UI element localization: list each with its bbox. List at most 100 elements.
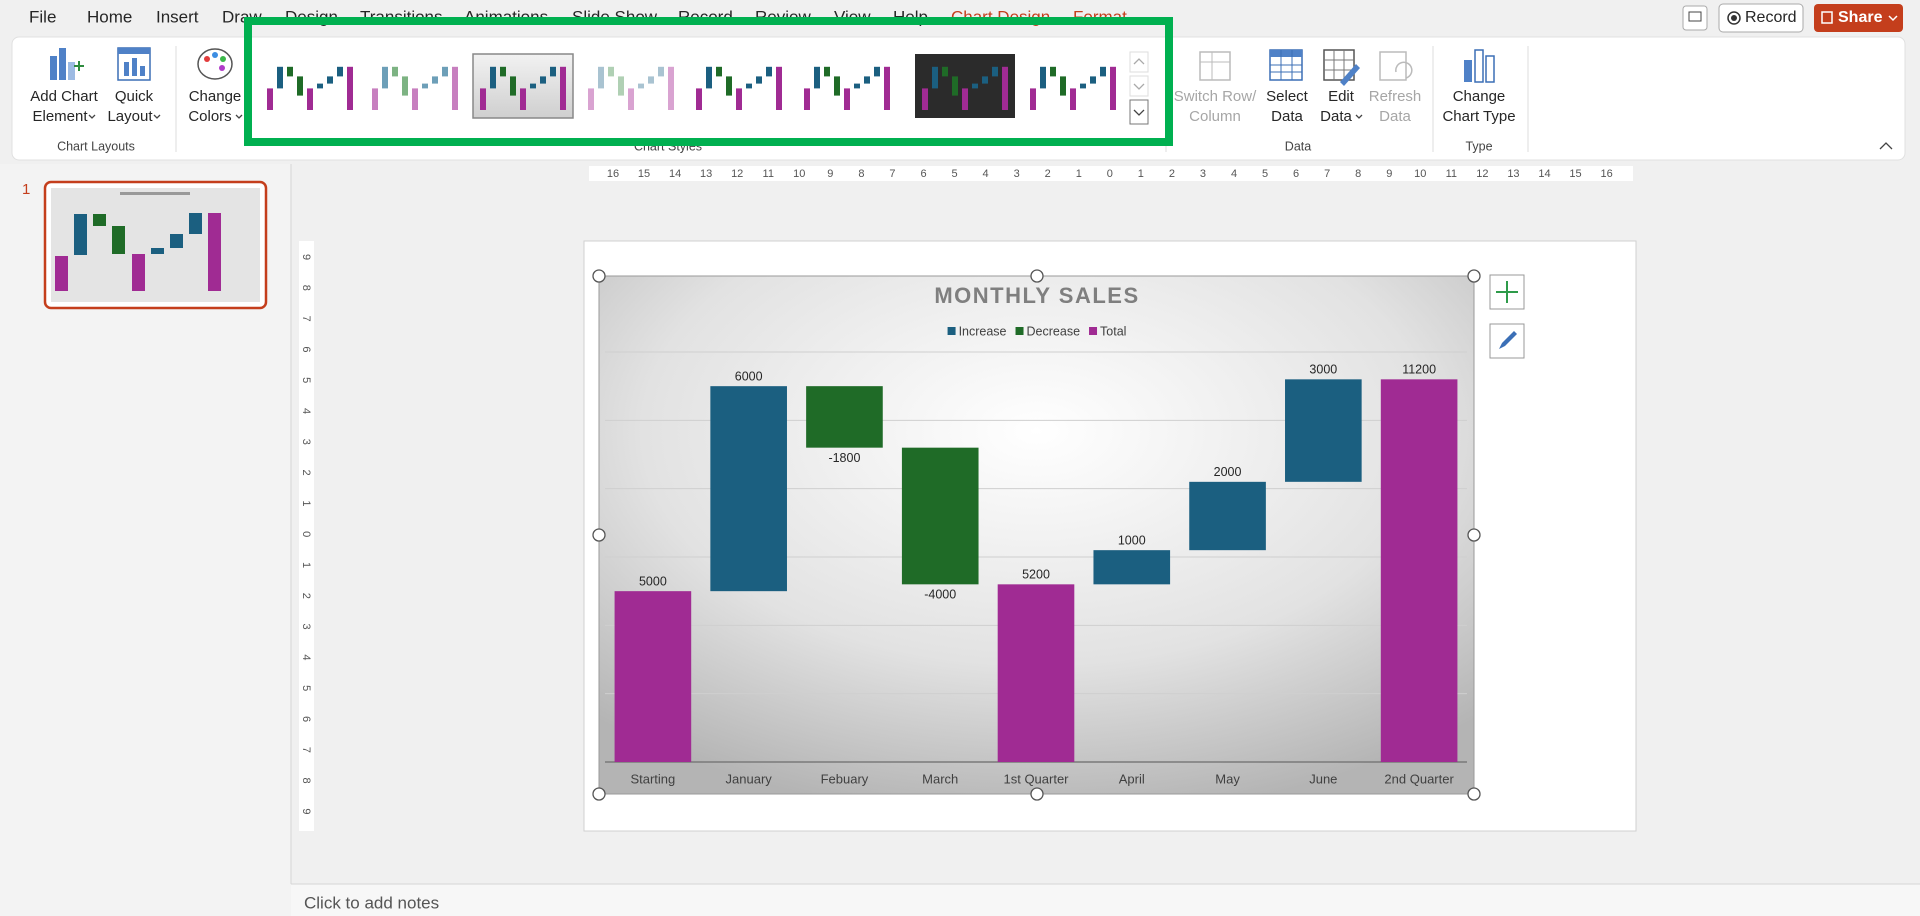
gallery-more[interactable] — [1129, 99, 1149, 125]
comments-button[interactable] — [1682, 5, 1708, 31]
thumbnail-bar — [766, 66, 772, 77]
thumbnail-bar — [382, 66, 388, 89]
resize-handle[interactable] — [592, 269, 606, 283]
ruler-label: 3 — [1200, 168, 1206, 180]
button-label: Select — [1266, 88, 1309, 105]
icon-grid — [1324, 50, 1354, 80]
resize-handle[interactable] — [592, 787, 606, 801]
legend-label: Total — [1100, 324, 1126, 338]
thumbnail-bar — [530, 83, 536, 89]
thumbnail-bar — [1002, 66, 1008, 110]
x-tick-label: June — [1309, 771, 1337, 786]
thumbnail-bar — [874, 66, 880, 77]
ruler-label: 12 — [1476, 168, 1488, 180]
collapse-ribbon[interactable] — [1879, 142, 1893, 150]
style-thumbnail[interactable] — [797, 54, 897, 118]
share-button[interactable] — [1814, 4, 1903, 32]
group-label: Chart Layouts — [57, 139, 135, 153]
ruler-label: 3 — [300, 439, 312, 445]
resize-handle[interactable] — [592, 528, 606, 542]
data-label: 1000 — [1118, 533, 1146, 547]
menu-tab[interactable]: Home — [87, 7, 132, 26]
thumbnail-bar — [854, 83, 860, 89]
notes-placeholder[interactable]: Click to add notes — [304, 893, 439, 912]
style-thumbnail[interactable] — [689, 54, 789, 118]
thumbnail-bar — [668, 66, 674, 110]
thumbnail-bar — [112, 226, 125, 254]
quick-layout-button[interactable]: Quick Layout — [107, 47, 161, 125]
thumbnail-bar — [932, 66, 938, 89]
record-button[interactable] — [1718, 3, 1804, 33]
x-tick-label: 2nd Quarter — [1384, 771, 1454, 786]
icon-bar — [68, 62, 75, 80]
thumbnail-bar — [132, 254, 145, 291]
ruler-label: 4 — [300, 654, 312, 660]
thumbnail-bar — [540, 76, 546, 84]
data-label: 6000 — [735, 369, 763, 383]
edit-data-button[interactable]: Edit Data — [1320, 49, 1363, 125]
data-label: -4000 — [924, 588, 956, 602]
thumbnail-bar — [442, 66, 448, 77]
style-thumbnail[interactable] — [1023, 54, 1123, 118]
gallery-scroll-down[interactable] — [1129, 75, 1149, 97]
thumbnail-bar — [1090, 76, 1096, 84]
bar — [1380, 379, 1458, 762]
icon-bar — [124, 62, 129, 76]
thumbnail-bar — [189, 213, 202, 234]
icon-sheet — [1379, 51, 1407, 81]
ruler-label: 9 — [827, 168, 833, 180]
ruler-label: 4 — [1231, 168, 1237, 180]
thumbnail-bar — [824, 66, 830, 77]
add-chart-element-button[interactable]: Add Chart Element — [30, 48, 99, 125]
bar — [901, 447, 979, 585]
thumbnail-bar — [520, 88, 526, 110]
ruler-label: 3 — [300, 624, 312, 630]
ruler-label: 5 — [951, 168, 957, 180]
resize-handle[interactable] — [1467, 528, 1481, 542]
resize-handle[interactable] — [1030, 787, 1044, 801]
plus-icon — [1496, 281, 1518, 303]
thumbnail-bar — [277, 66, 283, 89]
ruler-label: 12 — [731, 168, 743, 180]
style-thumbnail[interactable] — [365, 54, 465, 118]
style-thumbnail[interactable] — [260, 54, 360, 118]
select-data-button[interactable]: Select Data — [1266, 49, 1309, 125]
brush-icon — [1499, 331, 1517, 349]
ruler-label: 11 — [1446, 168, 1457, 180]
menu-tab[interactable]: Insert — [156, 7, 199, 26]
resize-handle[interactable] — [1467, 269, 1481, 283]
thumbnail-bar — [884, 66, 890, 110]
ruler-label: 14 — [669, 168, 681, 180]
change-colors-button[interactable]: Change Colors — [188, 48, 243, 125]
x-tick-label: March — [922, 771, 958, 786]
bar — [1093, 550, 1171, 585]
ruler-label: 8 — [858, 168, 864, 180]
dropdown-chevron — [153, 114, 161, 119]
icon-bar — [140, 66, 145, 76]
thumbnail-bar — [1110, 66, 1116, 110]
ruler-label: 13 — [700, 168, 712, 180]
thumbnail-bar — [480, 88, 486, 110]
icon-bar — [59, 48, 66, 80]
x-tick-label: Febuary — [821, 771, 869, 786]
menu-tab[interactable]: File — [29, 7, 56, 26]
x-tick-label: Starting — [630, 771, 675, 786]
change-chart-type-button[interactable]: Change Chart Type — [1442, 49, 1516, 125]
share-label: Share — [1838, 9, 1883, 26]
switch-row-column-button: Switch Row/ Column — [1174, 51, 1257, 125]
resize-handle[interactable] — [1467, 787, 1481, 801]
style-thumbnail[interactable] — [915, 54, 1015, 118]
comments-icon — [1688, 11, 1702, 22]
thumbnail-bar — [452, 66, 458, 110]
ruler-label: 8 — [300, 285, 312, 291]
ruler-label: 7 — [889, 168, 895, 180]
style-thumbnail[interactable] — [581, 54, 681, 118]
style-thumbnail[interactable] — [472, 53, 574, 119]
thumbnail-bar — [1040, 66, 1046, 89]
button-label: Add Chart — [30, 88, 98, 105]
thumbnail-bar — [746, 83, 752, 89]
resize-handle[interactable] — [1030, 269, 1044, 283]
gallery-scroll-up[interactable] — [1129, 51, 1149, 73]
ruler-label: 8 — [300, 778, 312, 784]
